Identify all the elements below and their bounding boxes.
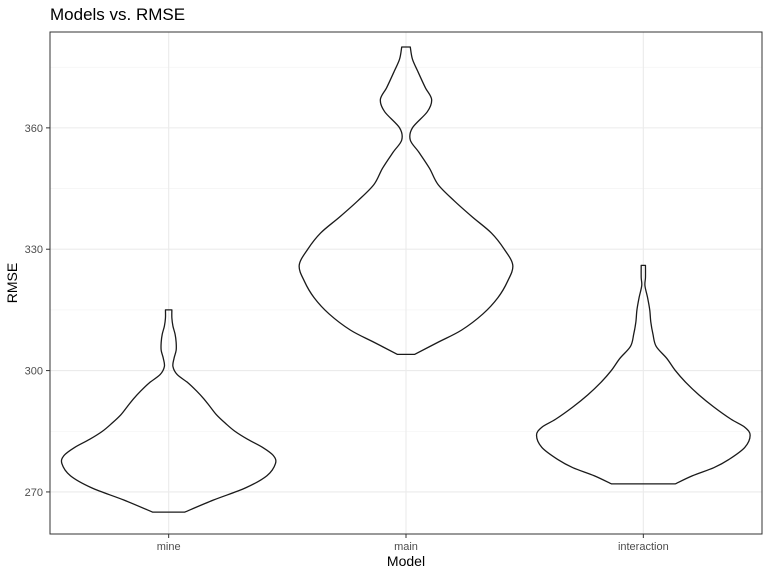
x-axis-title: Model bbox=[387, 553, 425, 569]
y-tick-label: 360 bbox=[25, 123, 43, 135]
x-tick-label: mine bbox=[157, 541, 181, 553]
y-axis-title: RMSE bbox=[4, 263, 20, 303]
chart-title: Models vs. RMSE bbox=[50, 5, 185, 24]
violin-mine bbox=[60, 309, 277, 513]
x-tick-label: main bbox=[394, 541, 418, 553]
y-tick-label: 300 bbox=[25, 366, 43, 378]
y-tick-label: 270 bbox=[25, 487, 43, 499]
violin-main bbox=[298, 46, 514, 356]
x-tick-label: interaction bbox=[618, 541, 669, 553]
y-tick-label: 330 bbox=[25, 244, 43, 256]
x-axis: mine main interaction bbox=[157, 534, 669, 553]
major-gridlines bbox=[50, 32, 762, 534]
violin-layer bbox=[60, 46, 751, 513]
y-axis: 270 300 330 360 bbox=[25, 123, 50, 499]
violin-interaction bbox=[535, 264, 751, 485]
